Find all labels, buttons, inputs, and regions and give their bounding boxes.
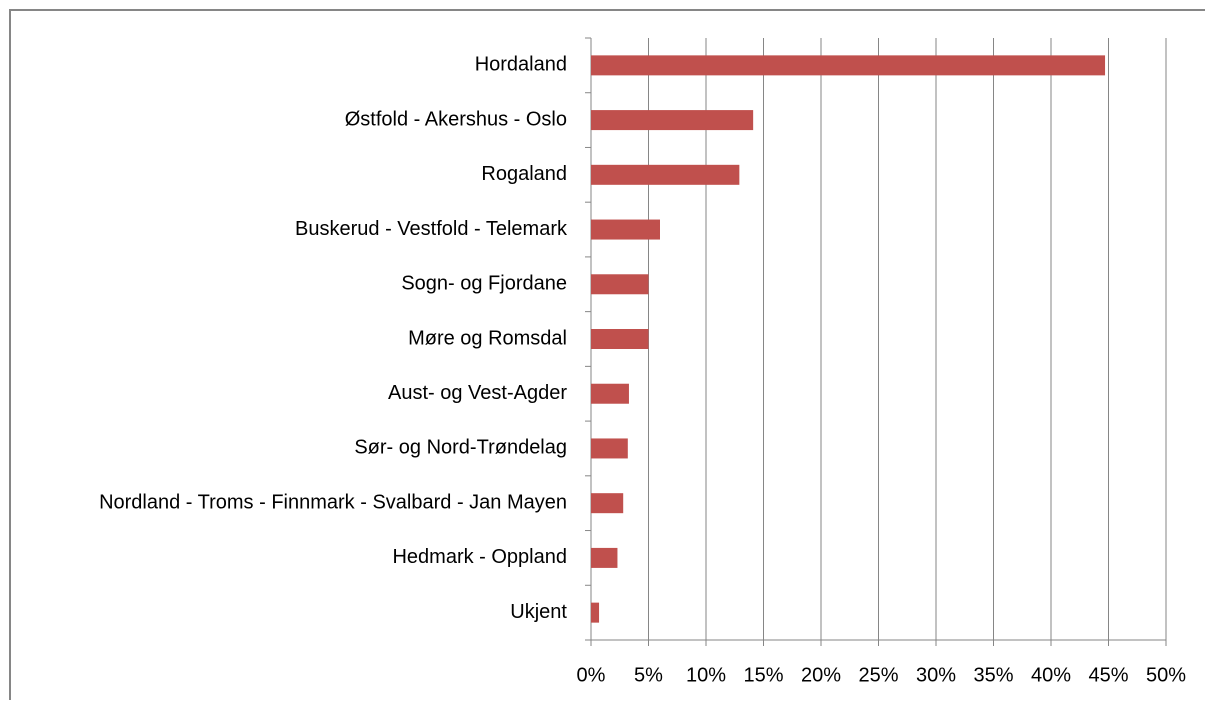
x-tick-label: 45% <box>1088 664 1128 686</box>
x-tick-label: 10% <box>686 664 726 686</box>
bar <box>591 438 628 459</box>
bar <box>591 110 754 131</box>
bar <box>591 274 649 295</box>
bar <box>591 493 624 514</box>
x-tick-label: 30% <box>916 664 956 686</box>
bar <box>591 602 600 623</box>
bar <box>591 219 660 240</box>
x-tick-label: 0% <box>577 664 606 686</box>
bar <box>591 164 740 185</box>
x-tick-label: 15% <box>743 664 783 686</box>
y-tick-label: Buskerud - Vestfold - Telemark <box>295 218 568 240</box>
y-tick-label: Hedmark - Oppland <box>392 546 567 568</box>
bar <box>591 383 629 404</box>
x-tick-label: 25% <box>858 664 898 686</box>
y-tick-label: Rogaland <box>481 163 567 185</box>
y-tick-label: Sogn- og Fjordane <box>401 273 567 295</box>
y-tick-label: Møre og Romsdal <box>408 327 567 349</box>
y-tick-label: Sør- og Nord-Trøndelag <box>354 437 567 459</box>
bar <box>591 329 649 349</box>
y-tick-label: Hordaland <box>475 54 567 76</box>
y-tick-label: Nordland - Troms - Finnmark - Svalbard -… <box>99 491 567 513</box>
x-tick-label: 50% <box>1146 664 1186 686</box>
x-tick-label: 40% <box>1031 664 1071 686</box>
y-tick-label: Aust- og Vest-Agder <box>388 382 567 404</box>
x-tick-label: 20% <box>801 664 841 686</box>
y-tick-label: Ukjent <box>510 601 567 623</box>
bar <box>591 55 1106 76</box>
bar <box>591 547 618 568</box>
y-tick-label: Østfold - Akershus - Oslo <box>345 108 567 130</box>
x-tick-label: 35% <box>973 664 1013 686</box>
x-tick-label: 5% <box>634 664 663 686</box>
